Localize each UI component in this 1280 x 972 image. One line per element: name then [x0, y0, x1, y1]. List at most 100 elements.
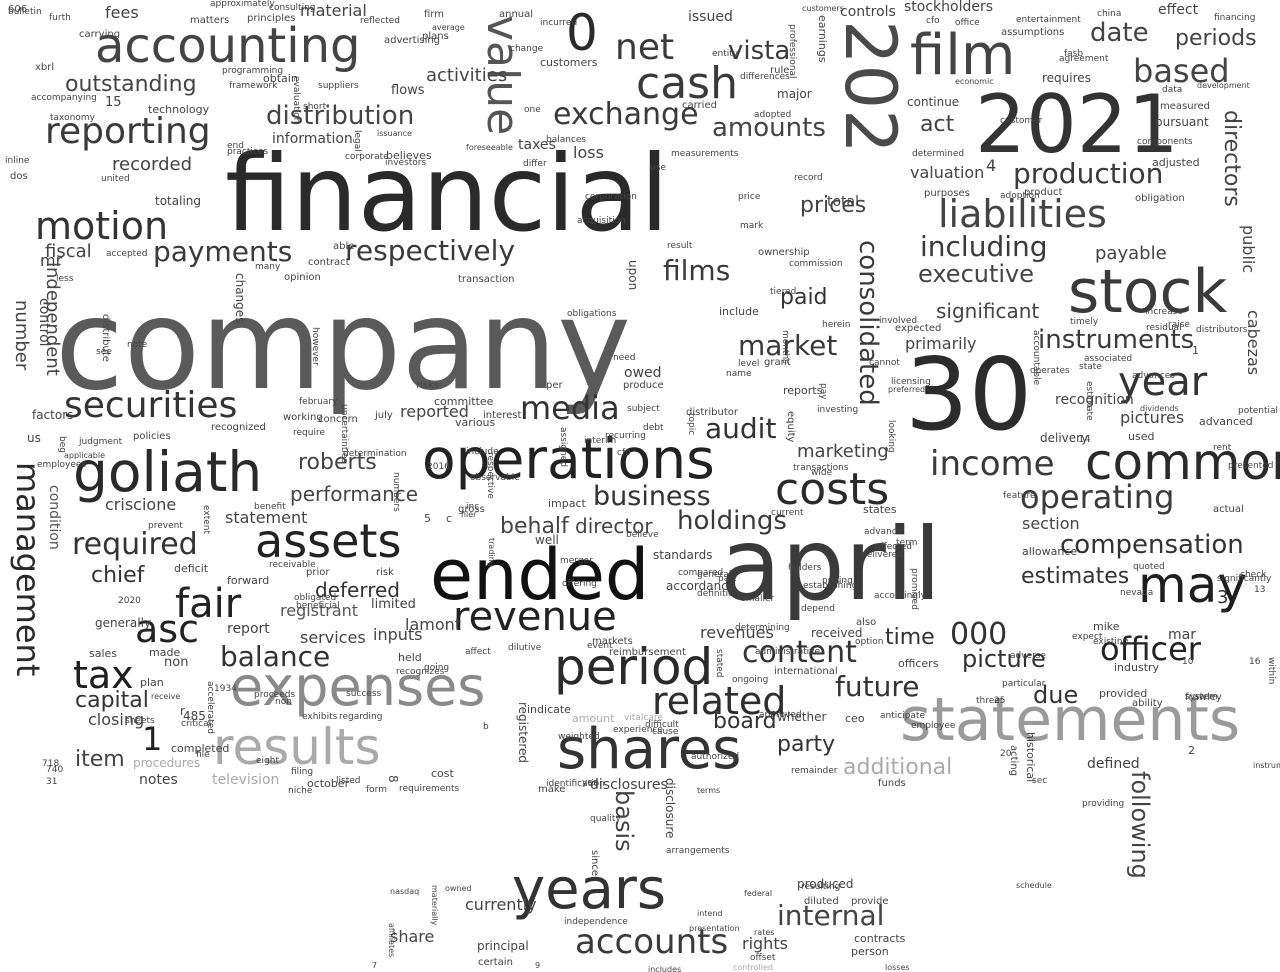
- word-definition: definition: [697, 589, 740, 599]
- word-increase: increase: [1145, 307, 1183, 317]
- word-quality: quality: [590, 814, 621, 824]
- word-china: china: [1097, 9, 1122, 19]
- word-obtain: obtain: [263, 72, 298, 85]
- word-employees: employees: [37, 460, 87, 470]
- word-advanced: advanced: [1199, 415, 1253, 428]
- word-person: person: [851, 945, 889, 958]
- word-related: related: [652, 679, 787, 723]
- word-corporation: corporation: [585, 192, 637, 202]
- word-system: system: [1185, 692, 1218, 702]
- word-may: may: [1138, 556, 1247, 614]
- word-recognition: recognition: [1055, 392, 1134, 408]
- word-accounts: accounts: [575, 922, 729, 962]
- word-weighted: weighted: [558, 732, 600, 742]
- word-plan: plan: [140, 676, 164, 689]
- word-months: months: [780, 330, 790, 364]
- word-business: business: [593, 481, 711, 512]
- word-schedule: schedule: [1016, 881, 1052, 890]
- word-term: term: [896, 538, 918, 548]
- word-shares: shares: [557, 717, 742, 782]
- word-forward: forward: [227, 574, 270, 587]
- word-affect: affect: [465, 647, 491, 657]
- word-distribute: distribute: [100, 314, 111, 362]
- word-public: public: [1239, 225, 1258, 274]
- word-periods: periods: [1175, 26, 1257, 51]
- word-cash: cash: [636, 58, 738, 109]
- word-owed: owed: [624, 365, 662, 381]
- word-depend: depend: [801, 604, 835, 614]
- word-fiscal: fiscal: [45, 241, 92, 262]
- word-1: 1: [142, 720, 163, 758]
- word-bulletin: bulletin: [8, 7, 42, 17]
- word-one: one: [524, 105, 541, 115]
- word-information: information: [272, 131, 353, 147]
- word-transactions: transactions: [793, 463, 849, 473]
- word-exhibits: exhibits: [302, 712, 338, 722]
- word-approximately: approximately: [210, 0, 275, 9]
- word-adverse: adverse: [1010, 651, 1047, 661]
- word-applicable: applicable: [64, 451, 106, 460]
- word-due: due: [1033, 681, 1079, 709]
- word-b: b: [483, 722, 489, 732]
- word-factors: factors: [32, 408, 74, 422]
- word-certain: certain: [478, 957, 513, 968]
- word-raise: raise: [1168, 320, 1190, 330]
- word-independence: independence: [564, 917, 628, 927]
- word-marketing: marketing: [797, 441, 889, 462]
- word-federal: federal: [744, 889, 773, 898]
- word-purposes: purposes: [924, 188, 970, 199]
- word-dos: dos: [10, 171, 28, 182]
- word-fasb: fasb: [1064, 49, 1084, 59]
- word-ceo: ceo: [845, 712, 865, 725]
- word-10: 10: [1182, 657, 1194, 667]
- word-form: form: [366, 785, 387, 795]
- word-amount: amount: [572, 712, 615, 725]
- word-judgment: judgment: [79, 437, 123, 447]
- word-significantly: significantly: [1217, 574, 1272, 584]
- word-believes: believes: [386, 149, 432, 162]
- word-operating: operating: [1020, 478, 1175, 516]
- word-closing: closing: [88, 710, 145, 729]
- word-programming: programming: [222, 66, 284, 76]
- word-suppliers: suppliers: [318, 81, 359, 91]
- word-promised: promised: [909, 568, 919, 610]
- word-estimates: estimates: [1021, 564, 1130, 589]
- word-000: 000: [950, 617, 1008, 652]
- word-tax: tax: [73, 653, 134, 697]
- word-material: material: [300, 1, 367, 20]
- word-14: 14: [1078, 434, 1091, 445]
- word-based: based: [1133, 52, 1230, 90]
- word-administrative: administrative: [755, 647, 821, 657]
- word-customers2: customers: [802, 4, 844, 13]
- word-sheets: sheets: [125, 716, 155, 726]
- word-components: components: [1137, 137, 1193, 147]
- word-acquisition: acquisition: [577, 216, 626, 226]
- word-customers: customers: [540, 56, 598, 69]
- word-expected: expected: [895, 323, 942, 334]
- word-furth: furth: [49, 13, 71, 23]
- word-listed: listed: [336, 776, 361, 786]
- word-october: october: [307, 777, 350, 790]
- word-expenses: expenses: [230, 655, 486, 718]
- word-cfo: cfo: [926, 16, 940, 26]
- word-sec: sec: [1032, 776, 1048, 786]
- word-data: data: [1162, 85, 1183, 95]
- word-evaluation: evaluation: [291, 76, 301, 124]
- word-particular: particular: [1002, 679, 1046, 689]
- word-7: 7: [372, 961, 378, 970]
- word-recurring: recurring: [605, 431, 646, 441]
- word-economic: economic: [955, 77, 994, 86]
- word-associated: associated: [1084, 354, 1133, 364]
- word-period: period: [554, 638, 714, 696]
- word-see: see: [96, 347, 112, 357]
- word-part: part: [718, 574, 737, 584]
- word-authorized: authorized: [691, 752, 740, 762]
- word-r: r: [180, 704, 185, 718]
- word-additional: additional: [843, 755, 953, 780]
- word-item: item: [75, 747, 125, 772]
- word-differ: differ: [523, 159, 547, 169]
- word-identification: identification: [546, 779, 605, 789]
- word-assumptions: assumptions: [1001, 27, 1065, 38]
- word-international: international: [774, 666, 838, 677]
